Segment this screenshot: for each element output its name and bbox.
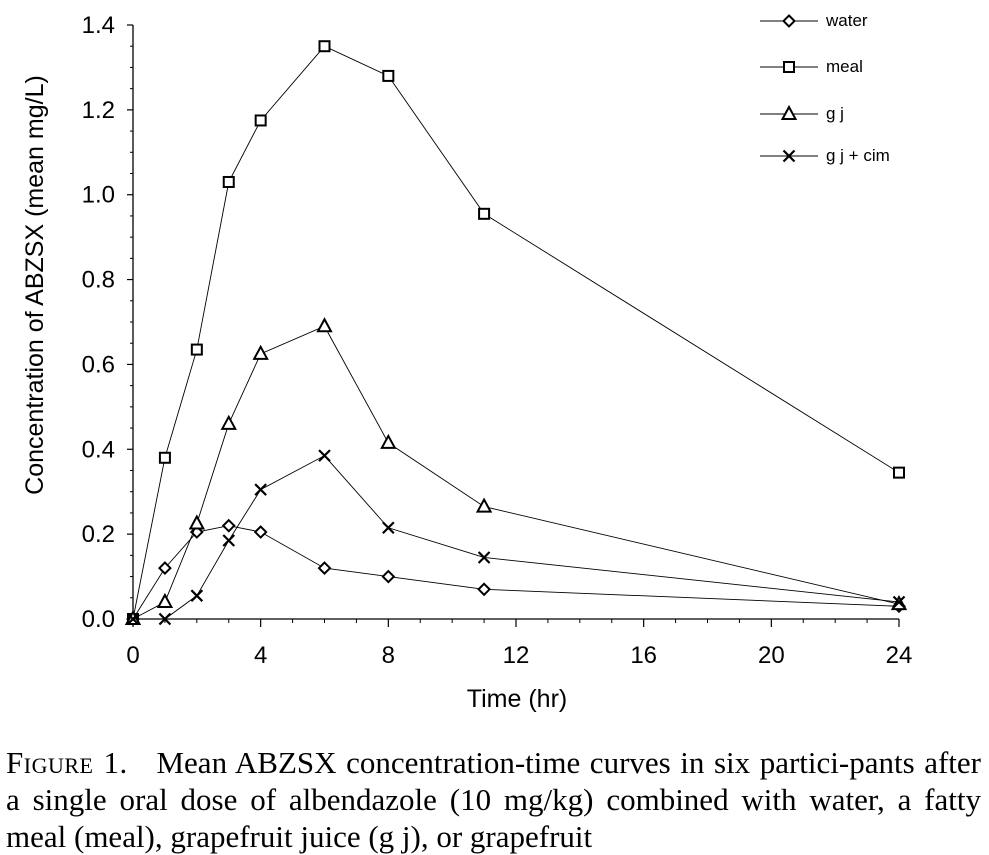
data-point <box>158 561 172 575</box>
data-point <box>477 551 491 564</box>
series-square <box>127 40 905 625</box>
series-triangle <box>124 317 908 625</box>
y-tick-label: 1.4 <box>82 12 115 39</box>
data-point <box>190 343 203 356</box>
y-tick-label: 0.6 <box>82 351 115 378</box>
x-tick-label: 20 <box>758 642 785 669</box>
legend-marker <box>780 104 798 120</box>
data-point <box>190 589 204 602</box>
data-point <box>382 521 395 535</box>
axes: 0.0 0.2 0.4 0.6 0.8 1.0 1.2 1.4 0 4 8 12 16 20 24 <box>82 12 913 669</box>
series-layer <box>124 40 908 626</box>
x-tick-label: 8 <box>382 642 395 669</box>
data-point <box>158 612 172 626</box>
data-point <box>318 449 331 462</box>
data-point <box>893 466 905 479</box>
legend-label: meal <box>826 57 863 76</box>
legend-marker <box>783 61 795 73</box>
series-line <box>133 455 900 620</box>
legend-item: meal <box>760 57 863 76</box>
data-point <box>382 69 395 82</box>
series-x <box>126 449 906 626</box>
data-point <box>126 612 140 626</box>
data-point <box>254 114 267 127</box>
chart: 0.0 0.2 0.4 0.6 0.8 1.0 1.2 1.4 0 4 8 12 16 20 24 wate… <box>21 11 913 713</box>
data-point <box>254 483 267 496</box>
x-tick-label: 16 <box>630 642 657 669</box>
x-tick-label: 24 <box>886 642 913 669</box>
data-point <box>156 592 174 609</box>
x-tick-label: 0 <box>126 642 139 669</box>
data-point <box>252 344 269 360</box>
data-point <box>220 414 237 430</box>
y-axis-title: Concentration of ABZSX (mean mg/L) <box>21 75 49 495</box>
x-tick-label: 4 <box>254 642 267 669</box>
data-point <box>316 317 333 333</box>
data-point <box>478 207 491 220</box>
x-axis-title: Time (hr) <box>467 685 567 713</box>
data-point <box>381 569 396 584</box>
caption-text: Mean ABZSX concentration-time curves in … <box>6 745 981 854</box>
series-line <box>132 45 900 620</box>
series-diamond <box>126 518 906 626</box>
data-point <box>188 514 206 530</box>
data-point <box>892 595 906 609</box>
data-point <box>158 451 171 464</box>
legend-marker <box>782 149 796 163</box>
caption-label: Figure 1. <box>6 745 128 780</box>
data-point <box>222 175 235 188</box>
legend-label: water <box>825 11 868 30</box>
legend-item: g j + cim <box>760 146 890 165</box>
data-point <box>317 561 332 575</box>
figure-caption: Figure 1. Mean ABZSX concentration-time … <box>6 744 981 855</box>
legend-item: water <box>760 11 868 30</box>
series-line <box>132 525 900 620</box>
data-point <box>253 525 268 539</box>
legend-label: g j <box>826 104 844 123</box>
data-point <box>222 534 236 547</box>
series-line <box>132 325 900 620</box>
y-tick-label: 0.2 <box>82 521 115 548</box>
y-tick-label: 0.4 <box>82 436 115 463</box>
legend-item: g j <box>760 104 844 123</box>
y-tick-label: 1.0 <box>82 182 115 209</box>
data-point <box>221 518 236 533</box>
data-point <box>380 433 397 449</box>
legend-marker <box>782 14 796 28</box>
data-point <box>318 40 331 53</box>
y-tick-label: 0.8 <box>82 267 115 294</box>
legend: water meal g j g j + cim <box>760 11 890 165</box>
x-tick-label: 12 <box>503 642 530 669</box>
legend-label: g j + cim <box>826 146 890 165</box>
y-tick-label: 0.0 <box>82 606 115 633</box>
y-tick-label: 1.2 <box>82 97 115 124</box>
data-point <box>475 497 493 513</box>
data-point <box>477 582 491 597</box>
